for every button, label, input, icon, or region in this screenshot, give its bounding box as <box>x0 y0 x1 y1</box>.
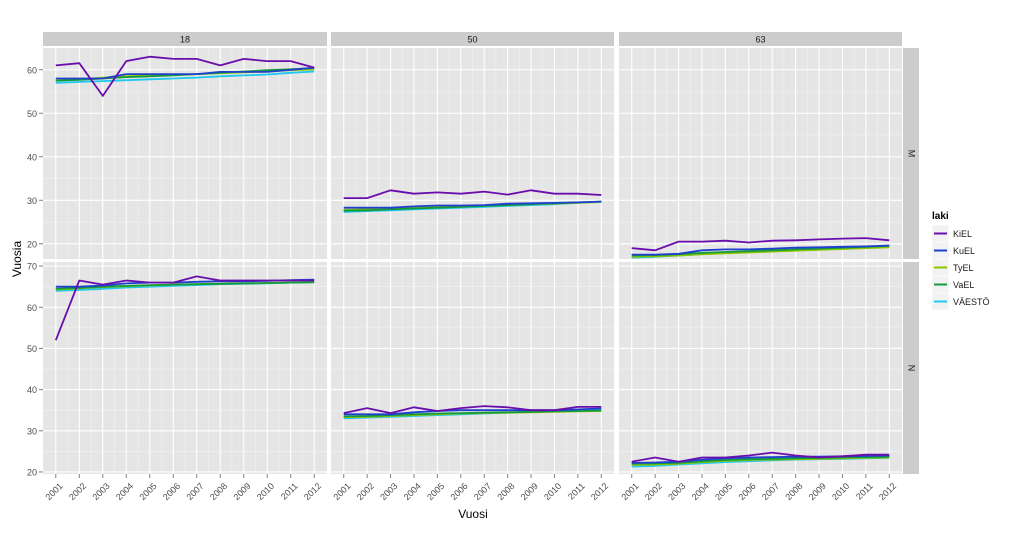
x-tick-label: 2004 <box>402 481 423 502</box>
y-tick-label: 20 <box>27 467 37 477</box>
legend-label: VÄESTÖ <box>953 297 990 307</box>
panel-50-N <box>331 262 614 474</box>
series-line-vael <box>55 281 315 290</box>
y-tick-label: 40 <box>27 152 37 162</box>
x-tick-label: 2009 <box>519 481 540 502</box>
legend-label: TyEL <box>953 263 974 273</box>
x-tick-label: 2010 <box>255 481 276 502</box>
legend-item-kiel: KiEL <box>931 224 972 243</box>
series-line-kiel <box>343 189 602 200</box>
series-line-kuel <box>631 244 890 256</box>
y-tick-label: 30 <box>27 196 37 206</box>
panel-63-N <box>619 262 902 474</box>
y-tick-label: 50 <box>27 344 37 354</box>
panel-18-M <box>43 48 327 259</box>
series-line-kiel <box>631 451 890 463</box>
x-tick-label: 2006 <box>161 481 182 502</box>
x-tick-label: 2002 <box>355 481 376 502</box>
x-tick-label: 2003 <box>378 481 399 502</box>
series-line-vael <box>343 409 602 418</box>
x-tick-label: 2005 <box>713 481 734 502</box>
x-tick-label: 2011 <box>854 481 875 502</box>
x-tick-label: 2005 <box>137 481 158 502</box>
strip-col-label: 18 <box>180 35 190 45</box>
series-line-tyel <box>631 246 890 258</box>
y-tick-label: 30 <box>27 426 37 436</box>
legend-item-vael: VaEL <box>931 275 974 294</box>
x-tick-label: 2003 <box>666 481 687 502</box>
legend-item-väestö: VÄESTÖ <box>931 292 990 311</box>
y-tick-label: 60 <box>27 65 37 75</box>
y-tick-label: 60 <box>27 303 37 313</box>
x-tick-label: 2008 <box>783 481 804 502</box>
x-tick-label: 2012 <box>302 481 323 502</box>
legend: laki KiEL KuEL TyEL VaEL VÄESTÖ <box>931 211 990 311</box>
x-tick-label: 2003 <box>90 481 111 502</box>
strip-row-label: M <box>907 150 917 158</box>
x-tick-label: 2005 <box>425 481 446 502</box>
x-tick-label: 2001 <box>619 481 640 502</box>
x-tick-label: 2011 <box>279 481 300 502</box>
series-line-kuel <box>55 66 315 80</box>
x-axis-title: Vuosi <box>458 507 488 521</box>
series-line-kuel <box>343 200 602 209</box>
panel-18-N <box>43 262 327 474</box>
x-tick-label: 2006 <box>449 481 470 502</box>
x-tick-label: 2010 <box>542 481 563 502</box>
x-tick-label: 2010 <box>830 481 851 502</box>
x-tick-label: 2001 <box>43 481 64 502</box>
y-tick-label: 20 <box>27 239 37 249</box>
x-tick-label: 2009 <box>807 481 828 502</box>
panels-layer: 18 50 63 M N <box>43 32 919 474</box>
legend-title: laki <box>932 211 949 222</box>
x-tick-label: 2009 <box>231 481 252 502</box>
strip-col-label: 63 <box>755 35 765 45</box>
strip-row-N <box>903 262 919 474</box>
x-tick-label: 2007 <box>760 481 781 502</box>
x-tick-label: 2004 <box>114 481 135 502</box>
x-tick-label: 2012 <box>877 481 898 502</box>
legend-item-tyel: TyEL <box>931 258 974 277</box>
series-line-kiel <box>55 55 315 97</box>
y-tick-label: 70 <box>27 262 37 272</box>
x-tick-label: 2006 <box>737 481 758 502</box>
x-tick-label: 2001 <box>331 481 352 502</box>
legend-label: VaEL <box>953 280 974 290</box>
x-tick-label: 2008 <box>208 481 229 502</box>
series-line-väestö <box>55 70 315 84</box>
panel-50-M <box>331 48 614 259</box>
x-tick-label: 2012 <box>589 481 610 502</box>
panel-63-M <box>619 48 902 259</box>
series-line-kiel <box>631 237 890 252</box>
series-line-kiel <box>343 405 602 415</box>
y-axis-title: Vuosia <box>10 241 24 278</box>
series-line-kiel <box>54 275 315 341</box>
strip-col-18 <box>43 32 327 46</box>
x-tick-label: 2007 <box>472 481 493 502</box>
x-tick-label: 2008 <box>495 481 516 502</box>
x-tick-label: 2011 <box>566 481 587 502</box>
strip-row-label: N <box>907 365 917 372</box>
y-tick-label: 40 <box>27 385 37 395</box>
strip-col-50 <box>331 32 614 46</box>
strip-col-label: 50 <box>467 35 477 45</box>
x-tick-label: 2004 <box>690 481 711 502</box>
y-tick-label: 50 <box>27 109 37 119</box>
series-line-vael <box>631 455 890 465</box>
legend-label: KiEL <box>953 229 972 239</box>
strip-row-M <box>903 48 919 259</box>
x-tick-label: 2007 <box>184 481 205 502</box>
x-tick-label: 2002 <box>643 481 664 502</box>
legend-items: KiEL KuEL TyEL VaEL VÄESTÖ <box>931 224 990 311</box>
x-tick-label: 2002 <box>67 481 88 502</box>
strip-col-63 <box>619 32 902 46</box>
legend-item-kuel: KuEL <box>931 241 975 260</box>
legend-label: KuEL <box>953 246 975 256</box>
